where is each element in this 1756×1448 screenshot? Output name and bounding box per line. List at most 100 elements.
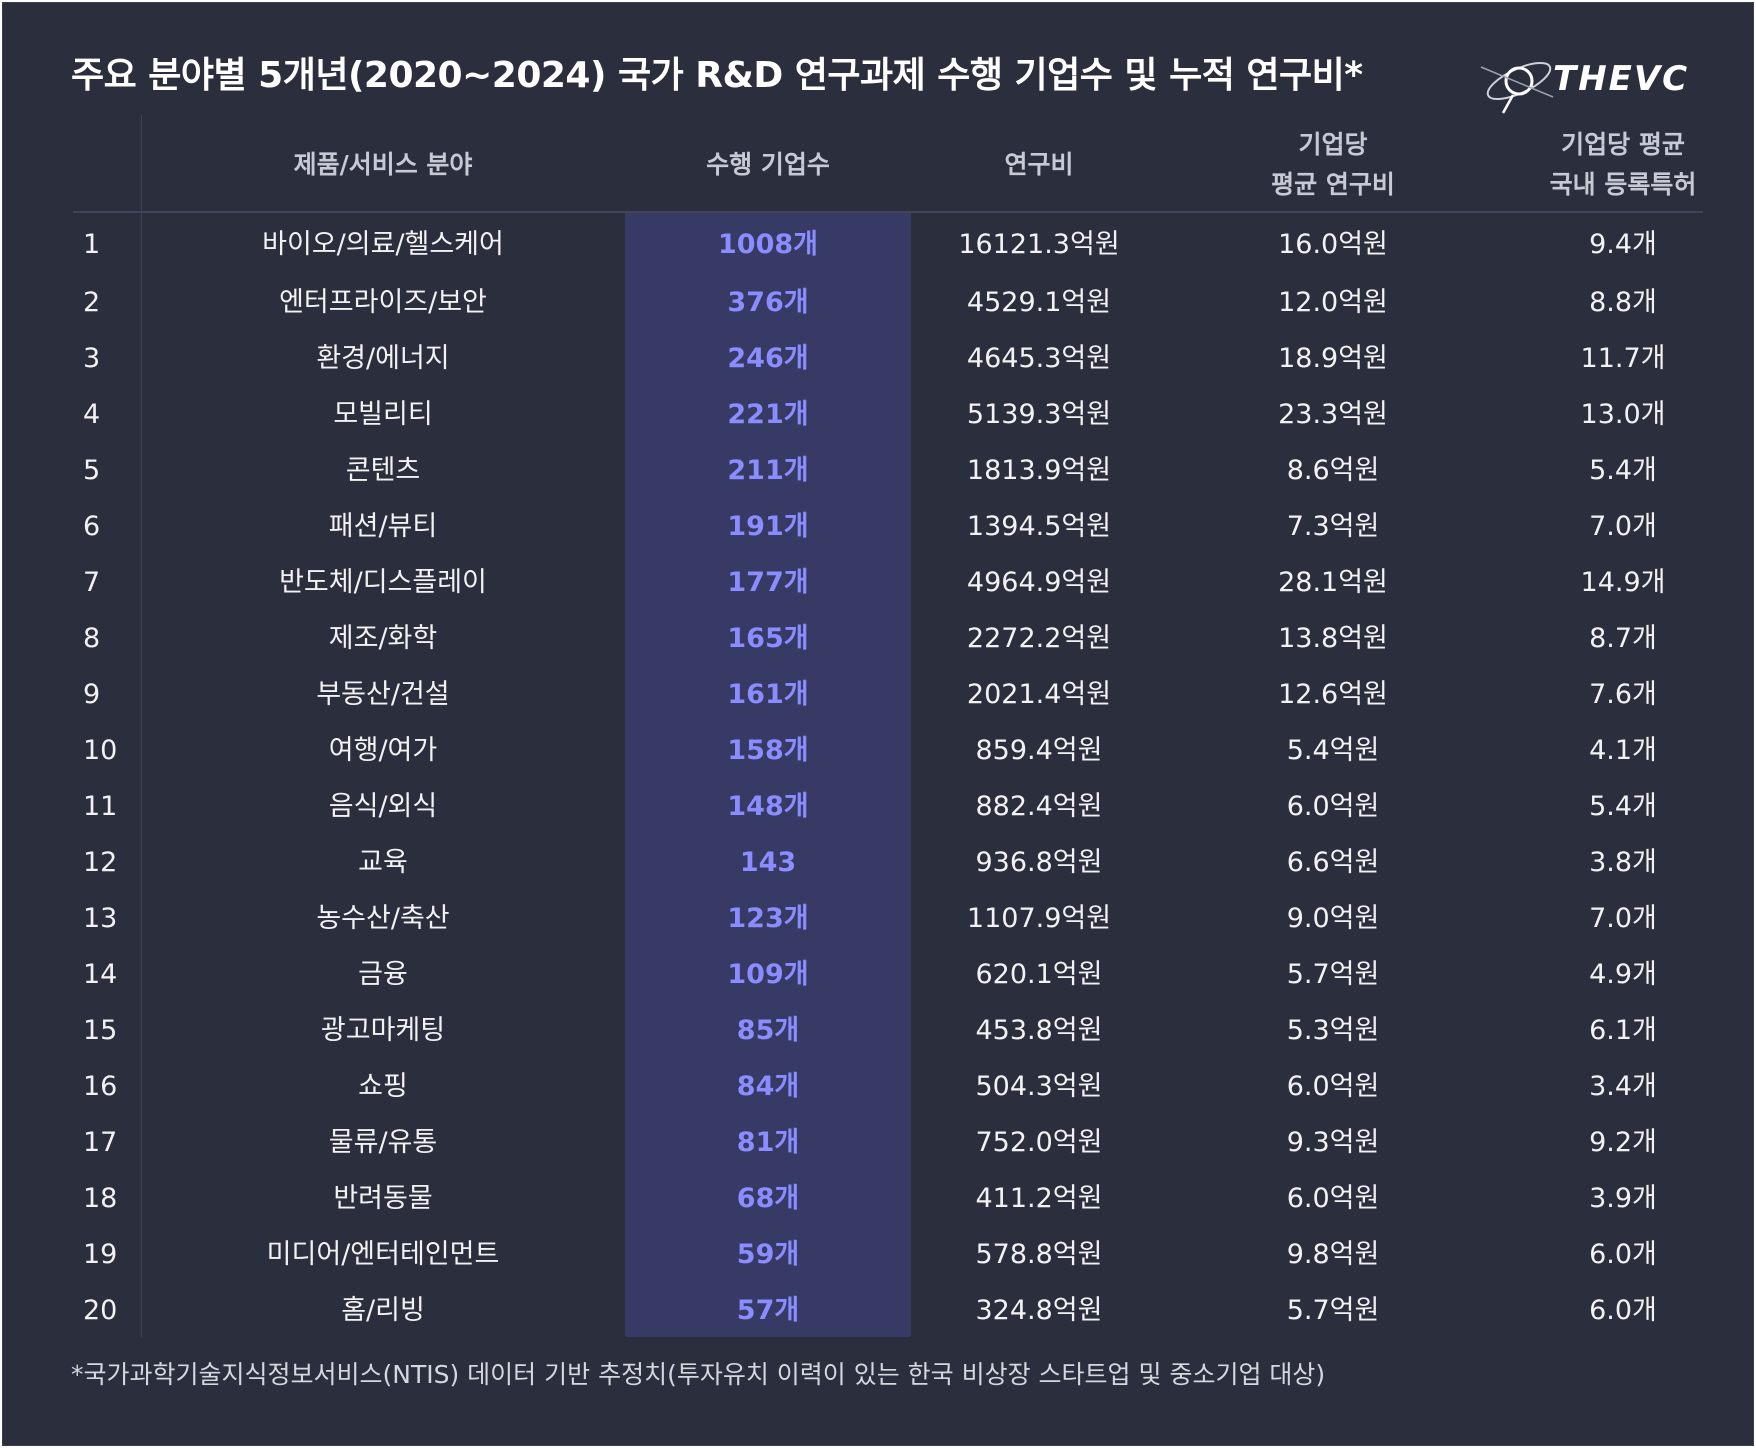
cell-avg-budget: 6.0억원: [1286, 1071, 1380, 1102]
cell-field: 부동산/건설: [316, 679, 450, 710]
header-avg-budget-line2: 평균 연구비: [1271, 170, 1395, 199]
cell-rank: 18: [83, 1183, 118, 1214]
cell-rank: 16: [83, 1071, 118, 1102]
cell-patents: 11.7개: [1580, 343, 1666, 374]
cell-field: 금융: [358, 959, 408, 990]
cell-budget: 324.8억원: [975, 1295, 1103, 1326]
cell-patents: 14.9개: [1580, 567, 1666, 598]
cell-patents: 5.4개: [1589, 791, 1657, 822]
cell-avg-budget: 9.8억원: [1286, 1239, 1380, 1270]
cell-patents: 8.7개: [1589, 623, 1657, 654]
cell-rank: 19: [83, 1239, 118, 1270]
chart-title: 주요 분야별 5개년(2020~2024) 국가 R&D 연구과제 수행 기업수…: [71, 55, 1363, 96]
cell-budget: 4529.1억원: [966, 287, 1112, 318]
header-divider: [73, 211, 1703, 213]
cell-count: 143: [739, 847, 797, 878]
cell-field: 광고마케팅: [320, 1015, 446, 1046]
cell-avg-budget: 7.3억원: [1286, 511, 1380, 542]
cell-field: 홈/리빙: [341, 1295, 425, 1326]
header-patents-line1: 기업당 평균: [1561, 130, 1685, 159]
cell-budget: 2272.2억원: [966, 623, 1112, 654]
cell-field: 바이오/의료/헬스케어: [262, 229, 504, 260]
cell-budget: 882.4억원: [975, 791, 1103, 822]
cell-count: 57개: [736, 1295, 800, 1326]
cell-field: 콘텐츠: [345, 455, 421, 486]
cell-avg-budget: 5.7억원: [1286, 959, 1380, 990]
brand-name: THEVC: [1553, 59, 1690, 99]
cell-count: 376개: [727, 287, 809, 318]
cell-budget: 4964.9억원: [966, 567, 1112, 598]
cell-rank: 6: [83, 511, 101, 542]
cell-budget: 620.1억원: [975, 959, 1103, 990]
cell-patents: 5.4개: [1589, 455, 1657, 486]
cell-avg-budget: 5.3억원: [1286, 1015, 1380, 1046]
cell-count: 109개: [727, 959, 809, 990]
cell-rank: 10: [83, 735, 118, 766]
cell-rank: 17: [83, 1127, 118, 1158]
cell-patents: 6.0개: [1589, 1239, 1657, 1270]
cell-rank: 20: [83, 1295, 118, 1326]
cell-field: 여행/여가: [328, 735, 438, 766]
cell-patents: 6.1개: [1589, 1015, 1657, 1046]
cell-budget: 453.8억원: [975, 1015, 1103, 1046]
cell-rank: 2: [83, 287, 101, 318]
cell-avg-budget: 6.0억원: [1286, 1183, 1380, 1214]
cell-budget: 752.0억원: [975, 1127, 1103, 1158]
cell-field: 농수산/축산: [316, 903, 450, 934]
cell-patents: 6.0개: [1589, 1295, 1657, 1326]
cell-avg-budget: 12.6억원: [1278, 679, 1388, 710]
header-budget: 연구비: [1004, 150, 1074, 179]
footnote: *국가과학기술지식정보서비스(NTIS) 데이터 기반 추정치(투자유치 이력이…: [71, 1360, 1326, 1389]
cell-patents: 4.1개: [1589, 735, 1657, 766]
orbit-logo-icon: [1480, 61, 1554, 114]
cell-rank: 4: [83, 399, 101, 430]
cell-field: 엔터프라이즈/보안: [279, 287, 487, 318]
cell-patents: 3.4개: [1589, 1071, 1657, 1102]
cell-avg-budget: 28.1억원: [1278, 567, 1388, 598]
cell-field: 모빌리티: [333, 399, 433, 430]
cell-avg-budget: 12.0억원: [1278, 287, 1388, 318]
header-field: 제품/서비스 분야: [293, 150, 473, 179]
cell-avg-budget: 23.3억원: [1278, 399, 1388, 430]
cell-patents: 3.9개: [1589, 1183, 1657, 1214]
cell-rank: 5: [83, 455, 101, 486]
cell-budget: 859.4억원: [975, 735, 1103, 766]
cell-rank: 13: [83, 903, 118, 934]
cell-field: 음식/외식: [328, 791, 438, 822]
cell-rank: 3: [83, 343, 101, 374]
cell-avg-budget: 9.3억원: [1286, 1127, 1380, 1158]
cell-patents: 9.2개: [1589, 1127, 1657, 1158]
cell-count: 59개: [736, 1239, 800, 1270]
cell-budget: 1813.9억원: [966, 455, 1112, 486]
rank-divider: [141, 115, 142, 1337]
cell-rank: 7: [83, 567, 101, 598]
cell-budget: 578.8억원: [975, 1239, 1103, 1270]
count-column-highlight: [625, 213, 911, 1337]
cell-patents: 9.4개: [1589, 229, 1657, 260]
cell-budget: 4645.3억원: [966, 343, 1112, 374]
cell-budget: 504.3억원: [975, 1071, 1103, 1102]
cell-patents: 3.8개: [1589, 847, 1657, 878]
cell-field: 제조/화학: [328, 623, 438, 654]
cell-field: 패션/뷰티: [328, 511, 438, 542]
cell-count: 68개: [736, 1183, 800, 1214]
cell-avg-budget: 16.0억원: [1278, 229, 1388, 260]
cell-count: 158개: [727, 735, 809, 766]
cell-count: 81개: [736, 1127, 800, 1158]
brand: THEVC: [1473, 47, 1703, 117]
cell-count: 191개: [727, 511, 809, 542]
cell-rank: 9: [83, 679, 101, 710]
cell-rank: 1: [83, 229, 101, 260]
cell-avg-budget: 6.0억원: [1286, 791, 1380, 822]
cell-rank: 14: [83, 959, 118, 990]
cell-budget: 1107.9억원: [966, 903, 1112, 934]
cell-budget: 2021.4억원: [966, 679, 1112, 710]
cell-count: 84개: [736, 1071, 800, 1102]
cell-count: 246개: [727, 343, 809, 374]
cell-avg-budget: 5.4억원: [1286, 735, 1380, 766]
cell-count: 177개: [727, 567, 809, 598]
cell-avg-budget: 5.7억원: [1286, 1295, 1380, 1326]
cell-patents: 7.0개: [1589, 903, 1657, 934]
cell-patents: 7.0개: [1589, 511, 1657, 542]
